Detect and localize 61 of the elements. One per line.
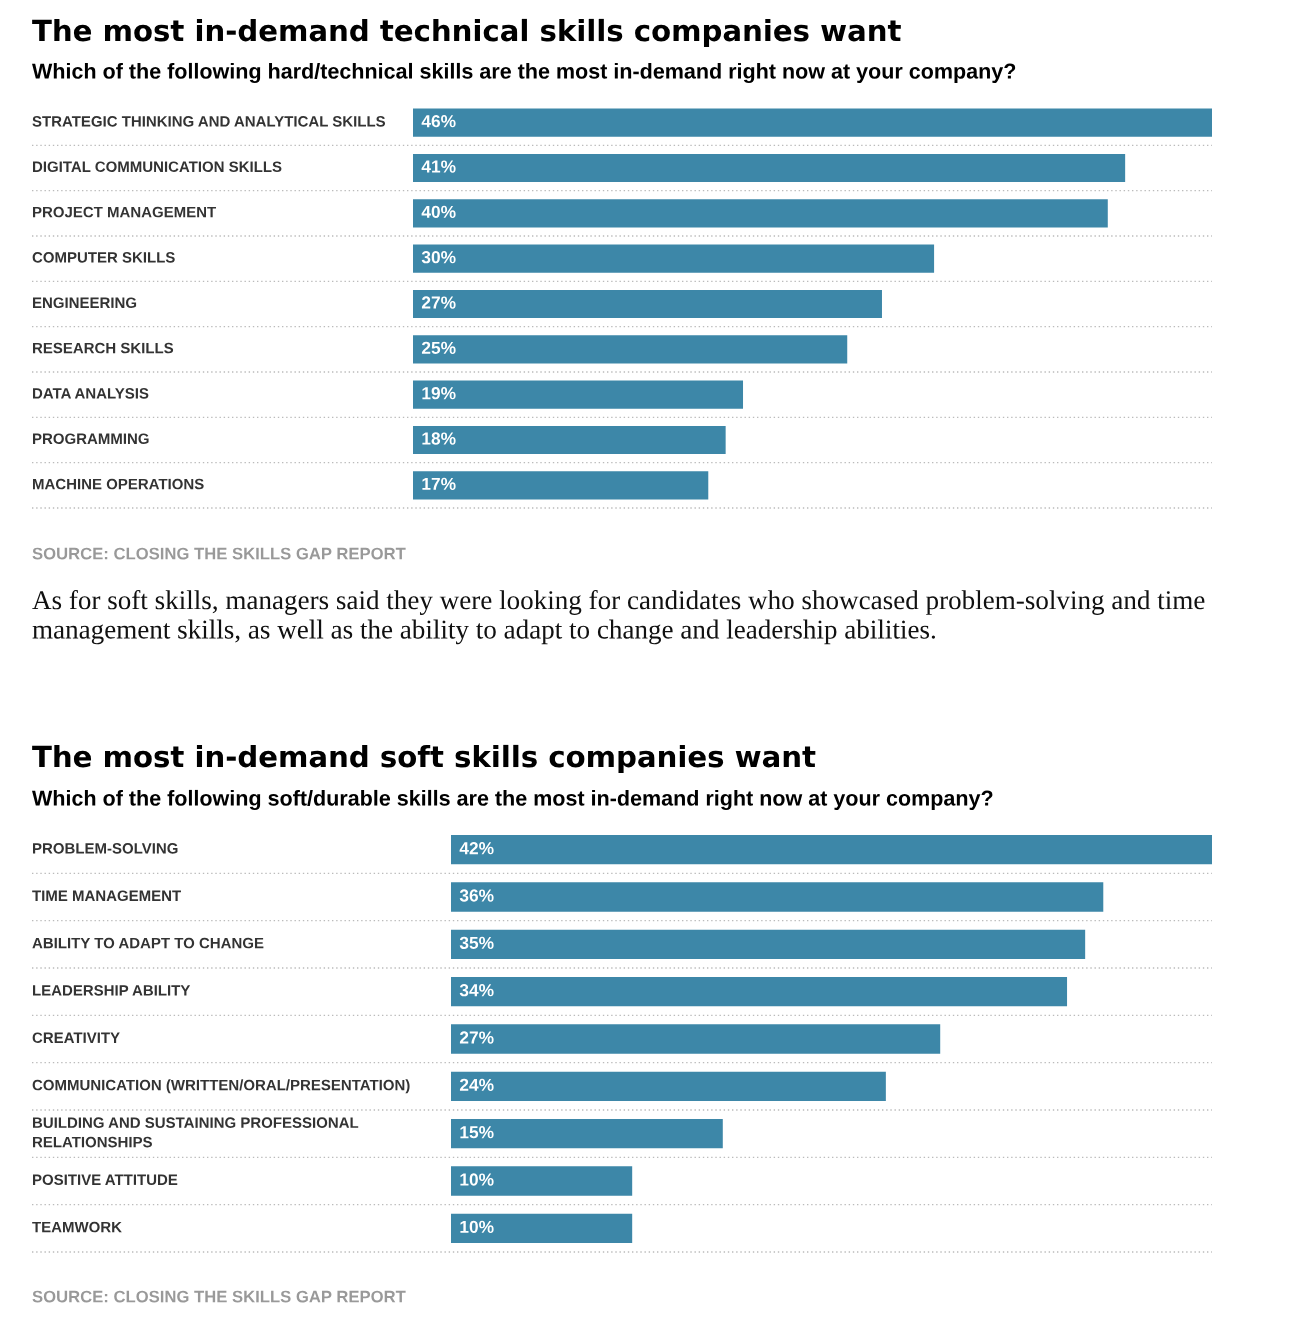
source-note: SOURCE: CLOSING THE SKILLS GAP REPORT [32,1290,406,1303]
y-tick-label: LEADERSHIP ABILITY [33,985,191,996]
bar [451,834,1212,865]
y-tick-label: PROJECT MANAGEMENT [33,206,217,218]
data-label: 30% [421,251,456,264]
chart-title: The most in-demand technical skills companies want [32,18,901,48]
data-label: 25% [421,341,456,354]
bar [451,1071,886,1102]
data-label: 17% [422,477,456,490]
chart-title: The most in-demand soft skills companies want [32,744,816,774]
bar [413,153,1126,183]
bar [451,882,1104,912]
data-label: 46% [421,115,456,128]
y-tick-label: DATA ANALYSIS [33,388,149,399]
bar [413,335,848,364]
data-label: 41% [421,160,456,173]
data-label: 42% [459,842,494,855]
y-tick-label: DIGITAL COMMUNICATION SKILLS [33,161,282,173]
bar [413,244,935,273]
y-tick-label: COMPUTER SKILLS [32,252,175,263]
bar [413,380,744,409]
y-tick-label: MACHINE OPERATIONS [33,478,204,490]
chart-subtitle: Which of the following hard/technical skills are the most in-demand right now at your company? [32,62,1016,84]
bar [413,199,1108,228]
bar [413,108,1212,137]
source-note: SOURCE: CLOSING THE SKILLS GAP REPORT [32,547,406,560]
y-tick-label: STRATEGIC THINKING AND ANALYTICAL SKILLS [32,116,386,127]
bar [451,976,1068,1007]
data-label: 24% [459,1078,494,1091]
bar [413,471,709,500]
y-tick-label: PROBLEM-SOLVING [33,843,178,854]
data-label: 19% [422,387,456,400]
data-label: 34% [459,984,494,997]
y-tick-label: POSITIVE ATTITUDE [33,1174,178,1186]
y-tick-label: CREATIVITY [32,1032,120,1044]
data-label: 40% [421,205,456,218]
bar [413,289,882,319]
data-label: 10% [460,1220,494,1233]
data-label: 35% [459,936,494,950]
bar [451,1024,941,1054]
text: As for soft skills, managers said they were looking for candidates who showcased problem-solving and time management skills, as well as the ability to adapt to change and leadership abilities. [32,590,1205,645]
y-tick-label: ABILITY TO ADAPT TO CHANGE [32,937,264,949]
data-label: 27% [459,1031,494,1044]
data-label: 15% [460,1126,494,1139]
bar [451,1213,633,1244]
data-label: 27% [421,296,456,309]
y-tick-label: RESEARCH SKILLS [33,342,174,354]
y-tick-label: BUILDING AND SUSTAINING PROFESSIONAL RELATIONSHIPS [33,1117,359,1148]
data-label: 36% [459,889,494,902]
y-tick-label: ENGINEERING [33,297,137,309]
bar [451,1118,723,1149]
data-label: 10% [460,1173,494,1186]
data-label: 18% [422,432,456,445]
y-tick-label: PROGRAMMING [33,433,149,445]
bar [451,929,1086,960]
bar [413,425,726,455]
chart-subtitle: Which of the following soft/durable skills are the most in-demand right now at your company? [32,789,993,811]
y-tick-label: TEAMWORK [32,1221,122,1233]
bar [451,1166,633,1196]
y-tick-label: COMMUNICATION (WRITTEN/ORAL/PRESENTATION) [32,1079,410,1094]
y-tick-label: TIME MANAGEMENT [32,890,181,902]
